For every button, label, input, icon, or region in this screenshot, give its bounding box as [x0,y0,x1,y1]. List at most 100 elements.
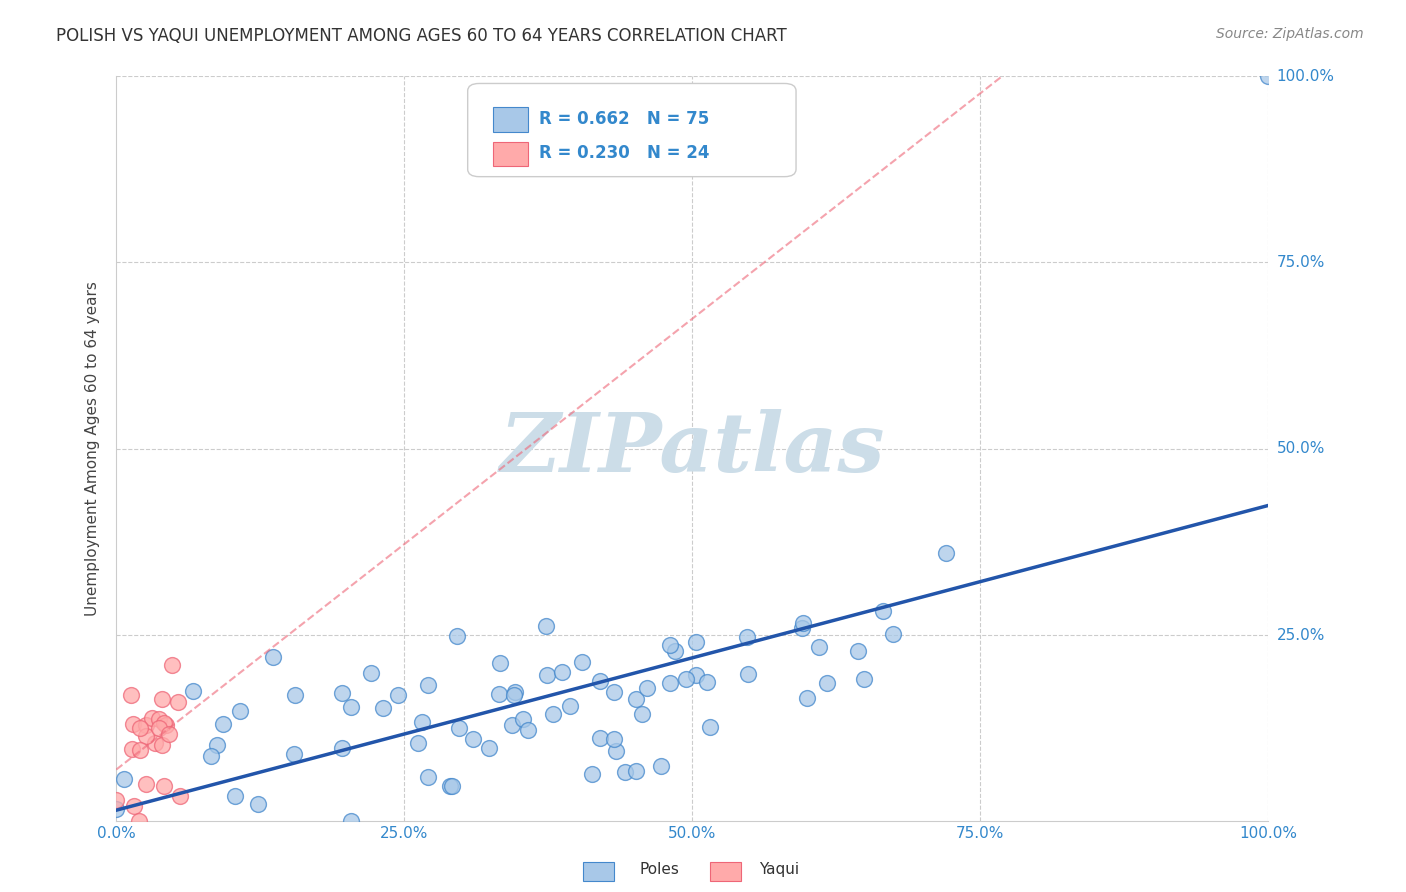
Point [128,814,150,829]
Text: Source: ZipAtlas.com: Source: ZipAtlas.com [1216,27,1364,41]
Point [846,644,869,658]
Point [128,721,150,735]
Point [143,736,166,750]
Point [122,716,145,731]
Point [160,657,183,672]
Point [664,644,686,658]
Point [478,740,501,755]
Point [150,692,173,706]
Point [284,688,307,702]
Point [551,665,574,680]
Point [792,615,814,630]
Point [796,691,818,706]
Point [685,668,707,682]
Text: POLISH VS YAQUI UNEMPLOYMENT AMONG AGES 60 TO 64 YEARS CORRELATION CHART: POLISH VS YAQUI UNEMPLOYMENT AMONG AGES … [56,27,787,45]
Text: ZIPatlas: ZIPatlas [499,409,886,489]
Point [152,716,174,731]
Point [446,629,468,643]
Point [935,546,957,560]
Point [129,742,152,756]
Point [181,684,204,698]
Point [501,717,523,731]
Point [581,766,603,780]
Y-axis label: Unemployment Among Ages 60 to 64 years: Unemployment Among Ages 60 to 64 years [86,281,100,616]
Point [852,672,875,686]
Point [360,666,382,681]
Point [135,777,157,791]
Point [650,758,672,772]
Point [536,619,558,633]
Point [558,698,581,713]
Text: 25.0%: 25.0% [1277,628,1324,642]
Point [200,748,222,763]
Point [122,799,145,814]
Point [148,721,170,735]
Point [247,797,270,812]
Point [224,789,246,804]
Point [406,736,429,750]
Point [488,688,510,702]
Point [882,627,904,641]
Point [121,741,143,756]
Point [614,764,637,779]
Text: 50.0%: 50.0% [1277,442,1324,456]
Point [503,685,526,699]
Text: Poles: Poles [640,863,679,877]
Point [439,779,461,793]
Point [340,814,363,829]
Point [815,675,838,690]
Point [605,744,627,758]
Point [571,655,593,669]
Point [603,684,626,698]
Point [696,674,718,689]
Point [207,739,229,753]
Point [135,718,157,732]
Point [340,700,363,714]
Point [659,676,682,690]
Point [735,630,758,644]
Point [630,706,652,721]
Point [624,764,647,779]
Point [503,688,526,702]
Point [636,681,658,695]
Point [330,686,353,700]
Point [675,672,697,686]
FancyBboxPatch shape [494,107,527,132]
Point [167,695,190,709]
Point [211,716,233,731]
Point [153,779,176,793]
Point [808,640,831,655]
Point [489,656,512,670]
Point [602,732,624,747]
Point [589,674,612,689]
Point [685,635,707,649]
Point [262,649,284,664]
Point [150,739,173,753]
Point [332,741,354,756]
Text: 75.0%: 75.0% [1277,255,1324,270]
Point [1257,69,1279,83]
Text: R = 0.662   N = 75: R = 0.662 N = 75 [538,110,710,128]
Point [699,720,721,734]
Point [411,715,433,730]
Point [148,712,170,726]
Point [283,747,305,761]
Point [447,722,470,736]
Point [441,779,464,793]
Point [536,667,558,681]
Point [105,793,128,807]
Text: Yaqui: Yaqui [759,863,800,877]
Text: 100.0%: 100.0% [1277,69,1334,84]
Point [624,692,647,706]
Point [229,704,252,718]
Point [112,772,135,786]
Point [512,712,534,726]
Point [120,688,142,702]
FancyBboxPatch shape [468,84,796,177]
Point [872,604,894,618]
Point [155,718,177,732]
Point [105,802,128,816]
Point [588,731,610,745]
Text: R = 0.230   N = 24: R = 0.230 N = 24 [538,144,710,161]
Point [792,621,814,635]
